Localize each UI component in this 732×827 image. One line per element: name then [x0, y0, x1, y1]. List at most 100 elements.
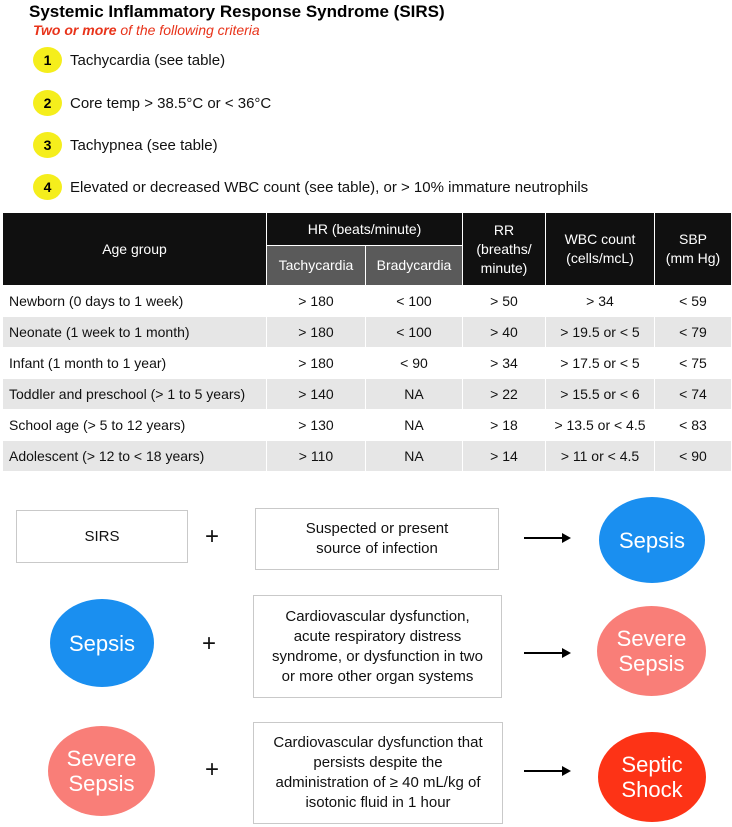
subtitle: Two or more of the following criteria [33, 22, 260, 38]
severe-sepsis-circle: Severe Sepsis [597, 606, 706, 696]
criterion-number-badge: 1 [33, 47, 62, 73]
criterion-text: Elevated or decreased WBC count (see tab… [70, 178, 589, 196]
cell-bradycardia: NA [365, 440, 463, 472]
subtitle-emphasis: Two or more [33, 22, 117, 38]
cell-tachycardia: > 180 [266, 316, 366, 348]
cell-sbp: < 83 [654, 409, 732, 441]
cell-age-group: Neonate (1 week to 1 month) [2, 316, 267, 348]
cell-rr: > 34 [462, 347, 546, 379]
criterion-item: 3 Tachypnea (see table) [33, 131, 218, 159]
cell-age-group: School age (> 5 to 12 years) [2, 409, 267, 441]
cell-rr: > 40 [462, 316, 546, 348]
circle-label-line: Sepsis [618, 651, 685, 676]
cell-age-group: Newborn (0 days to 1 week) [2, 285, 267, 317]
sepsis-circle: Sepsis [50, 599, 154, 687]
box-text-line: isotonic fluid in 1 hour [305, 794, 451, 811]
criterion-item: 1 Tachycardia (see table) [33, 46, 225, 74]
header-tachycardia: Tachycardia [266, 245, 366, 286]
criterion-text: Tachypnea (see table) [70, 136, 218, 154]
box-text-line: Cardiovascular dysfunction, [285, 607, 470, 625]
cell-wbc: > 11 or < 4.5 [545, 440, 655, 472]
cell-sbp: < 74 [654, 378, 732, 410]
cell-rr: > 50 [462, 285, 546, 317]
criterion-text: Tachycardia (see table) [70, 51, 226, 69]
circle-label-line: Shock [621, 777, 683, 802]
header-hr: HR (beats/minute) [266, 212, 463, 246]
box-text-line: administration of ≥ 40 mL/kg of [275, 774, 481, 791]
cell-age-group: Adolescent (> 12 to < 18 years) [2, 440, 267, 472]
arrow-right-icon [524, 766, 571, 776]
cell-wbc: > 13.5 or < 4.5 [545, 409, 655, 441]
box-text-line: syndrome, or dysfunction in two [272, 647, 483, 665]
table-row: Toddler and preschool (> 1 to 5 years) >… [2, 378, 732, 410]
header-rr-line: RR [493, 221, 515, 238]
header-bradycardia: Bradycardia [365, 245, 463, 286]
circle-label-line: Sepsis [68, 771, 135, 796]
cell-wbc: > 17.5 or < 5 [545, 347, 655, 379]
circle-label: Sepsis [618, 527, 686, 553]
cell-age-group: Toddler and preschool (> 1 to 5 years) [2, 378, 267, 410]
criterion-text: Core temp > 38.5°C or < 36°C [70, 94, 272, 112]
cell-tachycardia: > 180 [266, 285, 366, 317]
circle-label-line: Septic [621, 752, 683, 777]
circle-label-line: Severe [66, 746, 137, 771]
header-age-group: Age group [2, 212, 267, 286]
box-text-line: persists despite the [313, 754, 443, 771]
circle-label: Sepsis [68, 630, 136, 656]
cell-sbp: < 75 [654, 347, 732, 379]
box-text-line: acute respiratory distress [293, 627, 462, 645]
header-rr-line: minute) [480, 259, 528, 276]
header-sbp: SBP (mm Hg) [654, 212, 732, 286]
header-wbc-line: WBC count [564, 231, 636, 247]
sepsis-circle: Sepsis [599, 497, 705, 583]
criterion-item: 4 Elevated or decreased WBC count (see t… [33, 173, 588, 201]
cell-bradycardia: < 100 [365, 285, 463, 317]
arrow-right-icon [524, 533, 571, 543]
infection-source-box: Suspected or present source of infection [255, 508, 499, 570]
circle-label-line: Severe [616, 626, 687, 651]
cell-tachycardia: > 110 [266, 440, 366, 472]
criterion-number-badge: 2 [33, 90, 62, 116]
criterion-item: 2 Core temp > 38.5°C or < 36°C [33, 89, 271, 117]
cell-rr: > 18 [462, 409, 546, 441]
header-sbp-line: (mm Hg) [665, 250, 721, 266]
cell-rr: > 22 [462, 378, 546, 410]
septic-shock-circle: Septic Shock [598, 732, 706, 822]
cell-bradycardia: NA [365, 378, 463, 410]
cell-age-group: Infant (1 month to 1 year) [2, 347, 267, 379]
plus-sign: + [204, 756, 219, 783]
cell-tachycardia: > 180 [266, 347, 366, 379]
cell-bradycardia: NA [365, 409, 463, 441]
criterion-number-badge: 4 [33, 174, 62, 200]
header-rr-line: (breaths/ [476, 240, 532, 257]
table-row: Neonate (1 week to 1 month) > 180 < 100 … [2, 316, 732, 348]
cell-sbp: < 59 [654, 285, 732, 317]
criterion-number-badge: 3 [33, 132, 62, 158]
arrow-right-icon [524, 648, 571, 658]
header-wbc-line: (cells/mcL) [566, 250, 634, 266]
sirs-criteria-table: Age group HR (beats/minute) RR (breaths/… [2, 212, 732, 472]
cell-wbc: > 15.5 or < 6 [545, 378, 655, 410]
sirs-box-label: SIRS [84, 527, 120, 545]
sirs-box: SIRS [16, 510, 188, 563]
page-title: Systemic Inflammatory Response Syndrome … [29, 2, 445, 21]
box-text-line: source of infection [316, 540, 438, 557]
cell-sbp: < 90 [654, 440, 732, 472]
cell-tachycardia: > 130 [266, 409, 366, 441]
cell-wbc: > 19.5 or < 5 [545, 316, 655, 348]
cell-sbp: < 79 [654, 316, 732, 348]
cell-bradycardia: < 100 [365, 316, 463, 348]
table-row: School age (> 5 to 12 years) > 130 NA > … [2, 409, 732, 441]
organ-dysfunction-box: Cardiovascular dysfunction, acute respir… [253, 595, 502, 698]
header-sbp-line: SBP [678, 231, 707, 247]
header-rr: RR (breaths/ minute) [462, 212, 546, 286]
cell-tachycardia: > 140 [266, 378, 366, 410]
subtitle-rest: of the following criteria [116, 22, 260, 38]
header-wbc: WBC count (cells/mcL) [545, 212, 655, 286]
plus-sign: + [201, 630, 216, 657]
box-text-line: or more other organ systems [281, 667, 474, 685]
persistent-dysfunction-box: Cardiovascular dysfunction that persists… [253, 722, 503, 824]
table-row: Infant (1 month to 1 year) > 180 < 90 > … [2, 347, 732, 379]
box-text-line: Suspected or present [305, 520, 449, 537]
cell-bradycardia: < 90 [365, 347, 463, 379]
